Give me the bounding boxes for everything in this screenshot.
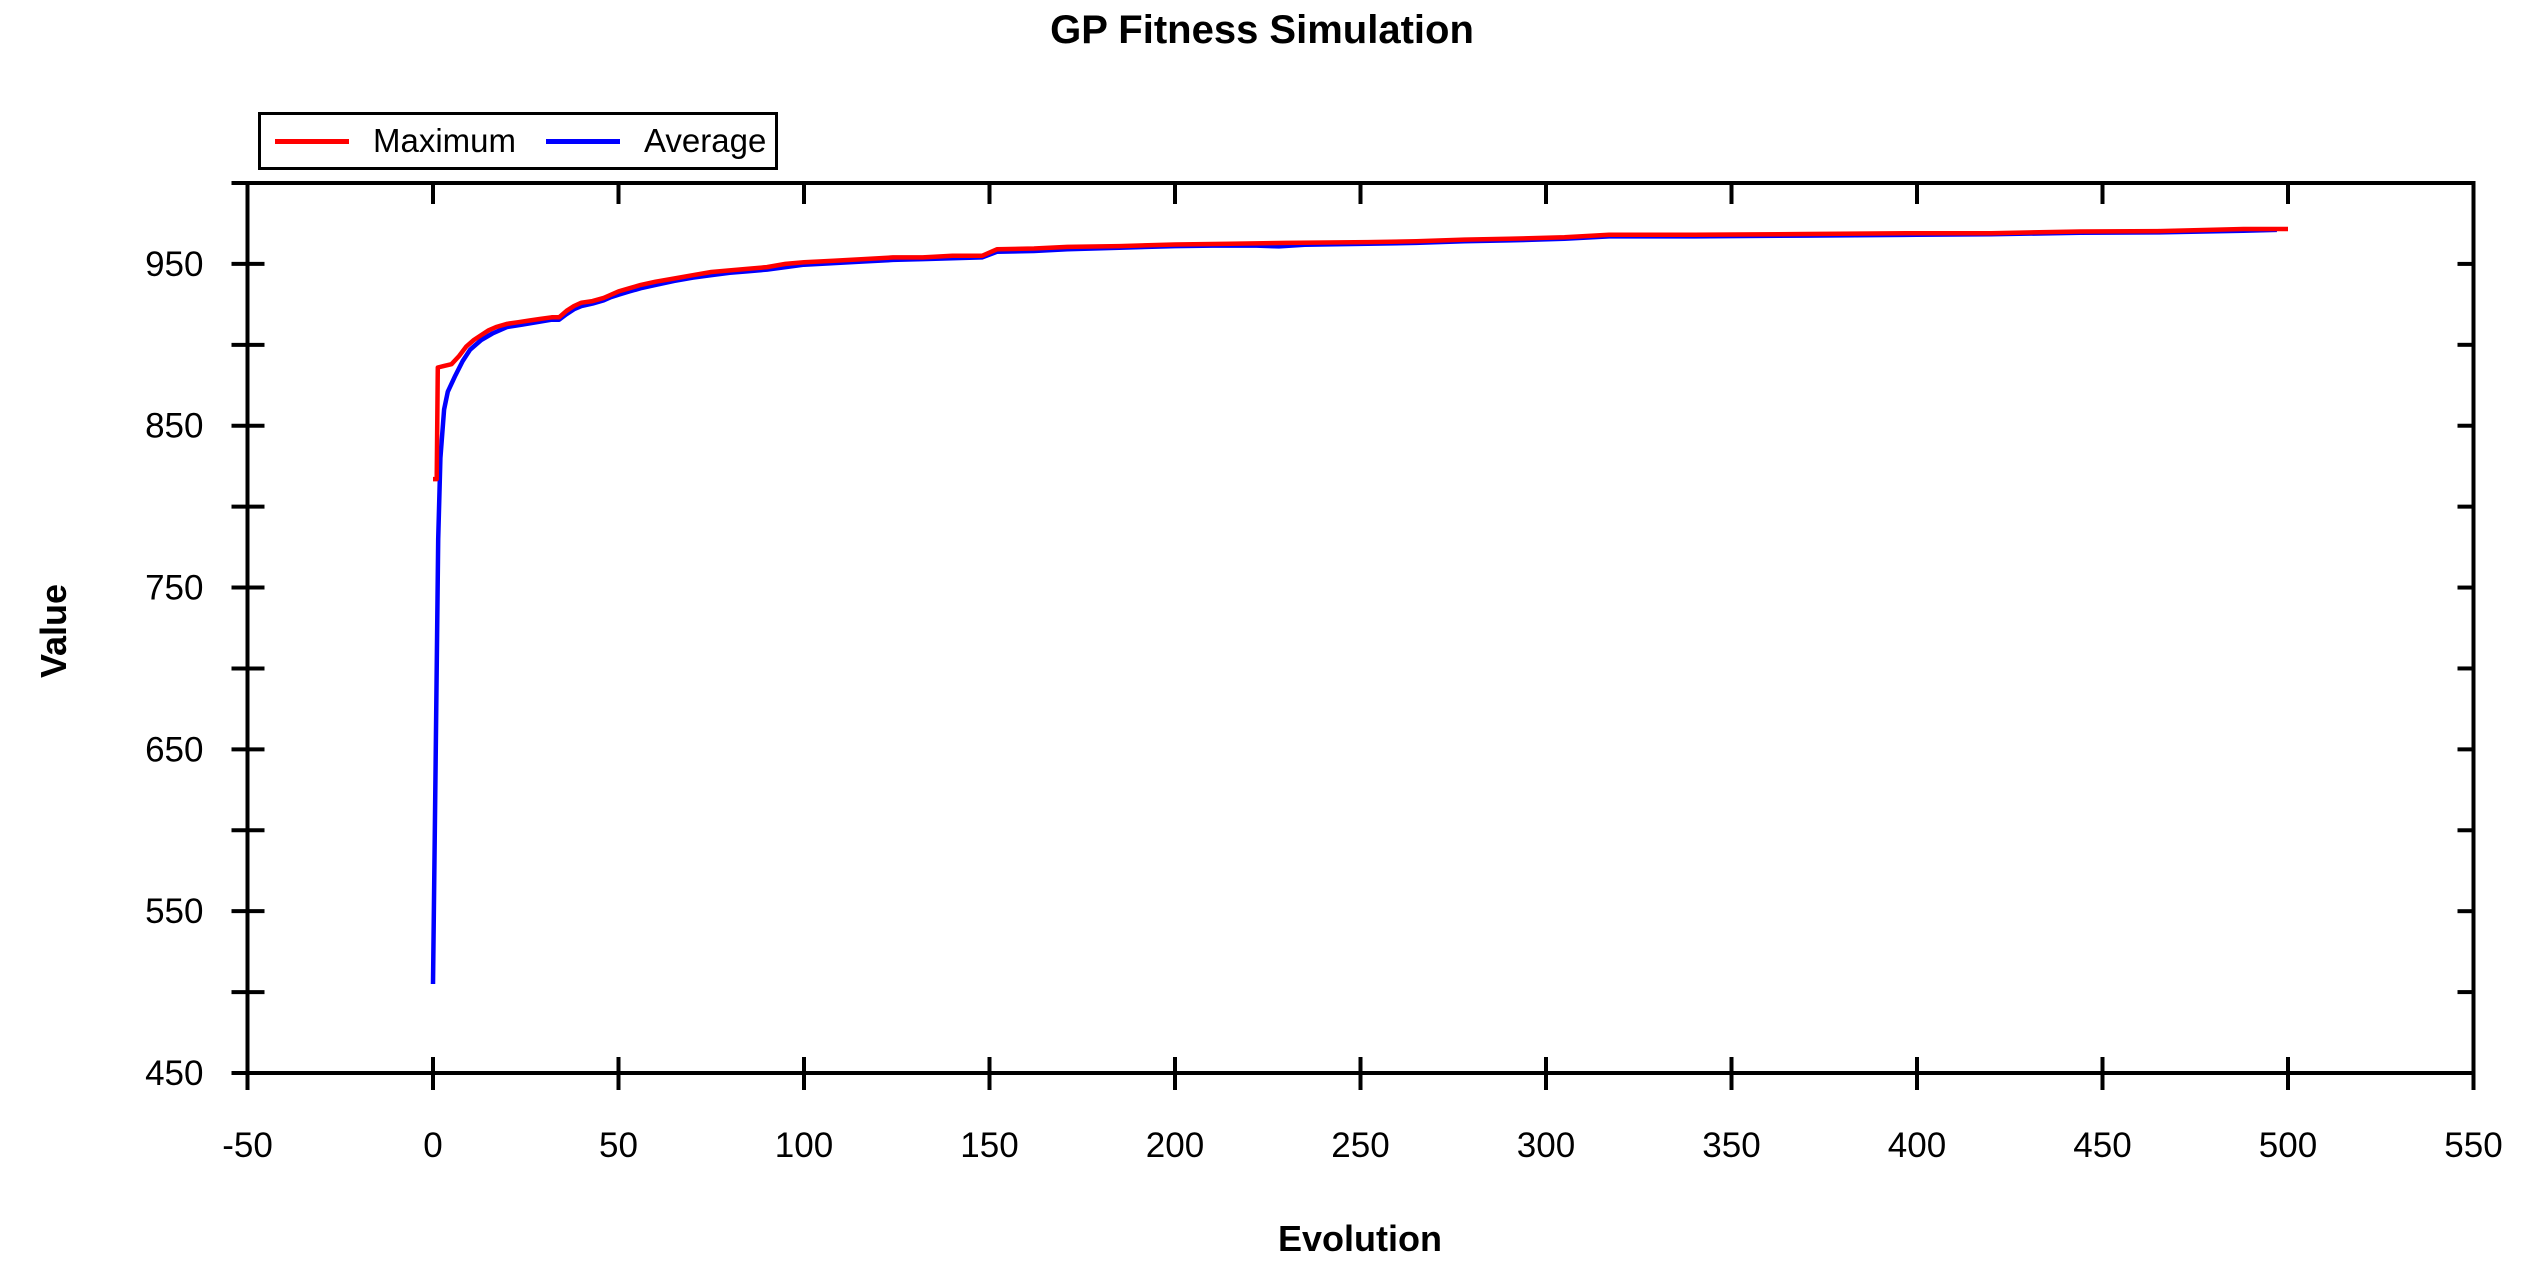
x-axis-label: Evolution bbox=[1278, 1218, 1442, 1259]
y-tick-label: 450 bbox=[145, 1054, 203, 1093]
x-tick-label: 400 bbox=[1888, 1126, 1946, 1165]
x-tick-label: 250 bbox=[1331, 1126, 1389, 1165]
y-tick-label: 650 bbox=[145, 730, 203, 769]
x-tick-label: 50 bbox=[599, 1126, 638, 1165]
x-tick-label: 200 bbox=[1146, 1126, 1204, 1165]
legend-item-average: Average bbox=[546, 122, 766, 160]
x-tick-label: -50 bbox=[222, 1126, 273, 1165]
legend-label: Average bbox=[644, 122, 767, 159]
legend-line-sample-average bbox=[546, 138, 621, 144]
chart-title: GP Fitness Simulation bbox=[1050, 8, 1474, 52]
x-tick-label: 550 bbox=[2444, 1126, 2502, 1165]
legend: Maximum Average bbox=[258, 112, 778, 170]
average-line bbox=[430, 227, 2277, 985]
legend-label: Maximum bbox=[373, 122, 517, 159]
x-tick-label: 300 bbox=[1517, 1126, 1575, 1165]
x-tick-label: 450 bbox=[2073, 1126, 2131, 1165]
legend-item-maximum: Maximum bbox=[275, 122, 516, 160]
y-axis-label: Value bbox=[33, 583, 74, 679]
x-tick-label: 350 bbox=[1702, 1126, 1760, 1165]
maximum-line bbox=[433, 226, 2288, 482]
legend-line-sample-maximum bbox=[275, 138, 349, 144]
y-tick-label: 950 bbox=[145, 245, 203, 284]
y-tick-label: 750 bbox=[145, 569, 203, 608]
x-tick-label: 150 bbox=[960, 1126, 1018, 1165]
plot-frame bbox=[245, 181, 2476, 1075]
x-tick-label: 100 bbox=[775, 1126, 833, 1165]
x-tick-label: 500 bbox=[2259, 1126, 2317, 1165]
y-tick-label: 850 bbox=[145, 407, 203, 446]
y-tick-label: 550 bbox=[145, 892, 203, 931]
x-tick-label: 0 bbox=[423, 1126, 442, 1165]
